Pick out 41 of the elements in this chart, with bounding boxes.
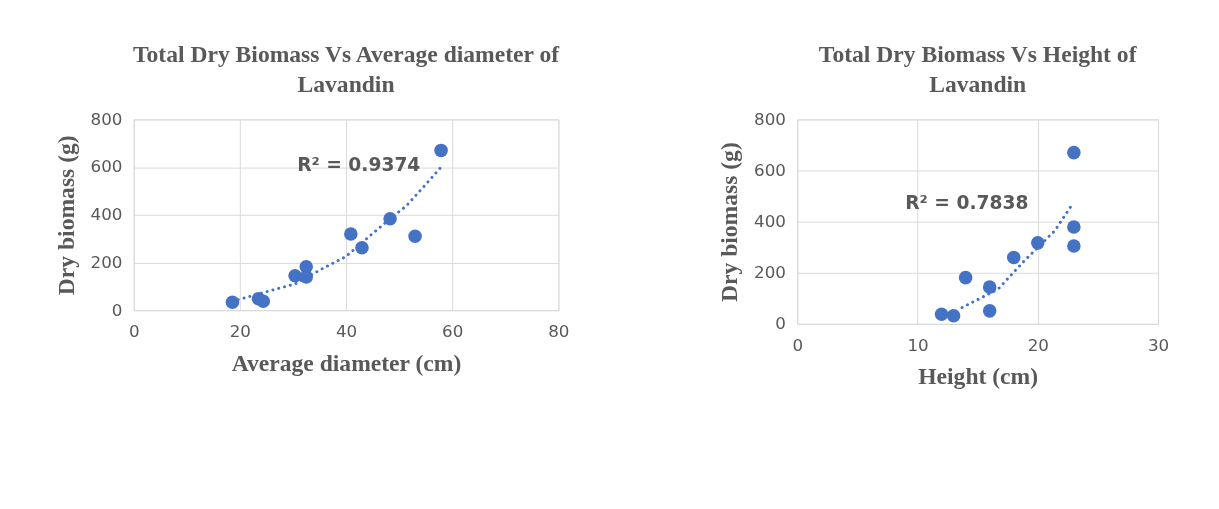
y-tick-label: 400 — [754, 211, 786, 232]
point — [946, 308, 961, 323]
annotation: R² = 0.9374 — [297, 154, 421, 176]
point — [1006, 250, 1021, 265]
x-tick-label: 20 — [1027, 334, 1049, 355]
point — [1067, 145, 1081, 160]
x-axis-title: Height (cm) — [918, 363, 1039, 390]
chart-title: Total Dry Biomass Vs Height of Lavandin — [818, 41, 1138, 97]
x-tick-label: 10 — [907, 334, 929, 355]
point — [982, 304, 997, 318]
x-tick-label: 0 — [792, 334, 804, 355]
x-tick-label: 0 — [128, 321, 140, 342]
y-axis-title: Dry biomass (g) — [716, 142, 743, 303]
x-tick-label: 30 — [1147, 334, 1170, 355]
y-axis-title: Dry biomass (g) — [52, 135, 79, 296]
chart-title: Total Dry Biomass Vs Average diameter of Lavandin — [132, 41, 561, 97]
y-tick-label: 200 — [754, 262, 786, 283]
y-tick-label: 0 — [111, 299, 123, 320]
x-axis-title: Average diameter (cm) — [231, 349, 462, 376]
point — [1067, 220, 1081, 234]
x-tick-label: 60 — [442, 321, 464, 342]
point — [934, 307, 949, 321]
y-tick-label: 600 — [90, 156, 123, 177]
y-tick-label: 800 — [90, 108, 123, 129]
x-tick-label: 80 — [548, 321, 570, 342]
y-tick-label: 400 — [90, 204, 123, 225]
point — [958, 270, 973, 285]
y-tick-label: 600 — [754, 159, 786, 180]
x-tick-label: 20 — [229, 321, 251, 342]
annotation: R² = 0.7838 — [905, 192, 1029, 214]
y-tick-label: 800 — [754, 108, 786, 129]
x-tick-label: 40 — [335, 321, 358, 342]
point — [225, 295, 240, 310]
point — [434, 143, 448, 158]
point — [408, 229, 422, 243]
point — [344, 227, 358, 241]
point — [288, 269, 302, 283]
point — [1067, 239, 1081, 253]
y-tick-label: 200 — [90, 251, 123, 272]
point — [256, 294, 270, 309]
point — [982, 280, 997, 294]
